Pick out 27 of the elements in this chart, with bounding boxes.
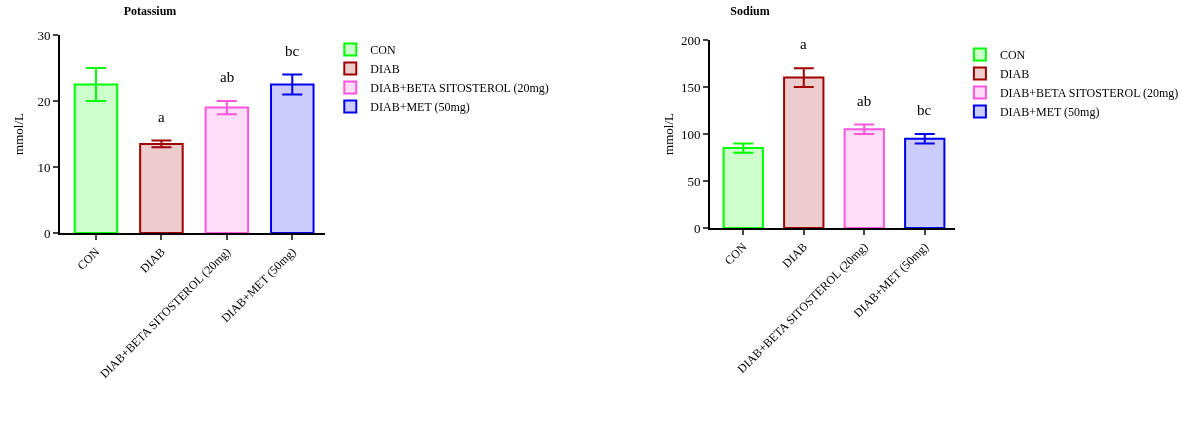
y-tick-label: 100 bbox=[680, 126, 701, 142]
data-label: a bbox=[800, 36, 807, 52]
legend-label: DIAB bbox=[370, 62, 400, 77]
legend-label: DIAB bbox=[999, 67, 1030, 82]
y-axis-title: mmol/L bbox=[661, 113, 676, 155]
y-tick-label: 200 bbox=[680, 32, 701, 48]
y-tick-label: 150 bbox=[680, 79, 701, 95]
chart-title: Sodium bbox=[730, 3, 770, 18]
legend-label: CON bbox=[370, 43, 396, 58]
legend-label: DIAB+BETA SITOSTEROL (20mg) bbox=[370, 81, 549, 96]
y-tick-label: 0 bbox=[693, 220, 701, 236]
y-tick-label: 10 bbox=[37, 159, 51, 175]
chart-title: Potassium bbox=[123, 3, 177, 18]
data-label: bc bbox=[285, 43, 300, 59]
y-tick-label: 50 bbox=[687, 173, 701, 189]
y-axis-title: mmol/L bbox=[11, 113, 26, 155]
y-tick-label: 0 bbox=[43, 225, 51, 241]
legend-label: DIAB+BETA SITOSTEROL (20mg) bbox=[999, 86, 1179, 101]
data-label: bc bbox=[917, 102, 932, 118]
y-tick-label: 30 bbox=[37, 27, 51, 43]
legend-label: DIAB+MET (50mg) bbox=[999, 105, 1100, 120]
data-label: ab bbox=[220, 69, 235, 85]
y-tick-label: 20 bbox=[37, 93, 51, 109]
data-label: a bbox=[158, 109, 165, 125]
legend-label: DIAB+MET (50mg) bbox=[370, 100, 470, 115]
data-label: ab bbox=[857, 93, 872, 109]
legend-label: CON bbox=[999, 48, 1026, 63]
